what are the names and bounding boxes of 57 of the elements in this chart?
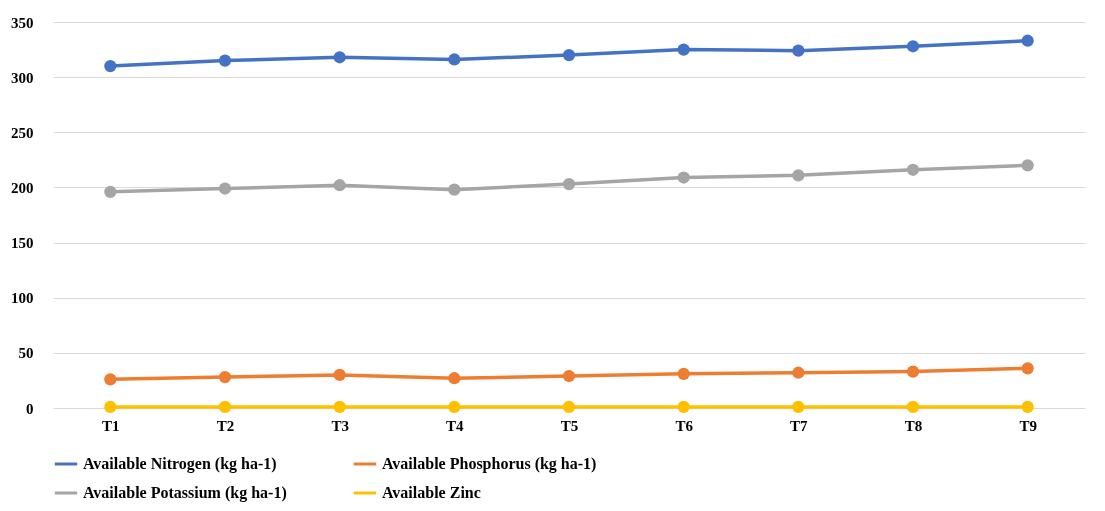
x-tick-label: T1	[102, 417, 120, 434]
x-tick-label: T6	[675, 417, 694, 434]
point	[218, 54, 232, 67]
point	[792, 400, 805, 414]
point	[218, 400, 232, 414]
point	[562, 400, 576, 414]
y-tick-label: 250	[11, 124, 34, 141]
point	[677, 367, 690, 380]
y-tick-label: 350	[11, 14, 34, 31]
x-tick-label: T9	[1019, 417, 1037, 434]
legend-label: Available Potassium (kg ha-1)	[83, 484, 287, 502]
point	[792, 44, 805, 57]
point	[792, 169, 805, 182]
legend-label: Available Nitrogen (kg ha-1)	[83, 455, 277, 473]
point	[677, 400, 690, 414]
x-tick-label: T2	[216, 417, 235, 434]
point	[1021, 400, 1034, 414]
point	[333, 400, 346, 414]
point	[218, 182, 232, 195]
point	[1021, 362, 1034, 375]
x-tick-label: T4	[446, 417, 465, 434]
y-tick-label: 200	[11, 179, 34, 196]
point	[562, 369, 576, 383]
x-tick-label: T5	[560, 417, 579, 434]
point	[104, 60, 117, 73]
point	[677, 43, 690, 56]
point	[333, 51, 346, 64]
point	[792, 366, 805, 379]
point	[1021, 34, 1034, 47]
point	[333, 179, 346, 192]
y-tick-label: 0	[26, 400, 34, 417]
y-tick-label: 300	[11, 69, 34, 86]
point	[448, 372, 461, 385]
point	[906, 365, 920, 378]
point	[104, 400, 117, 414]
point	[562, 178, 576, 191]
y-tick-label: 100	[11, 290, 34, 307]
point	[448, 400, 461, 414]
point	[104, 185, 117, 198]
point	[562, 48, 576, 62]
x-tick-label: T3	[331, 417, 349, 434]
point	[677, 171, 690, 184]
legend-label: Available Phosphorus (kg ha-1)	[382, 455, 597, 473]
point	[448, 53, 461, 66]
point	[104, 373, 117, 386]
x-tick-label: T8	[904, 417, 923, 434]
point	[906, 40, 920, 53]
y-tick-label: 150	[11, 235, 34, 252]
point	[906, 163, 920, 176]
point	[218, 371, 232, 384]
point	[906, 400, 920, 414]
point	[333, 368, 346, 382]
point	[1021, 159, 1034, 172]
x-tick-label: T7	[790, 417, 809, 434]
legend-label: Available Zinc	[382, 484, 481, 501]
y-tick-label: 50	[18, 345, 34, 362]
point	[448, 183, 461, 196]
